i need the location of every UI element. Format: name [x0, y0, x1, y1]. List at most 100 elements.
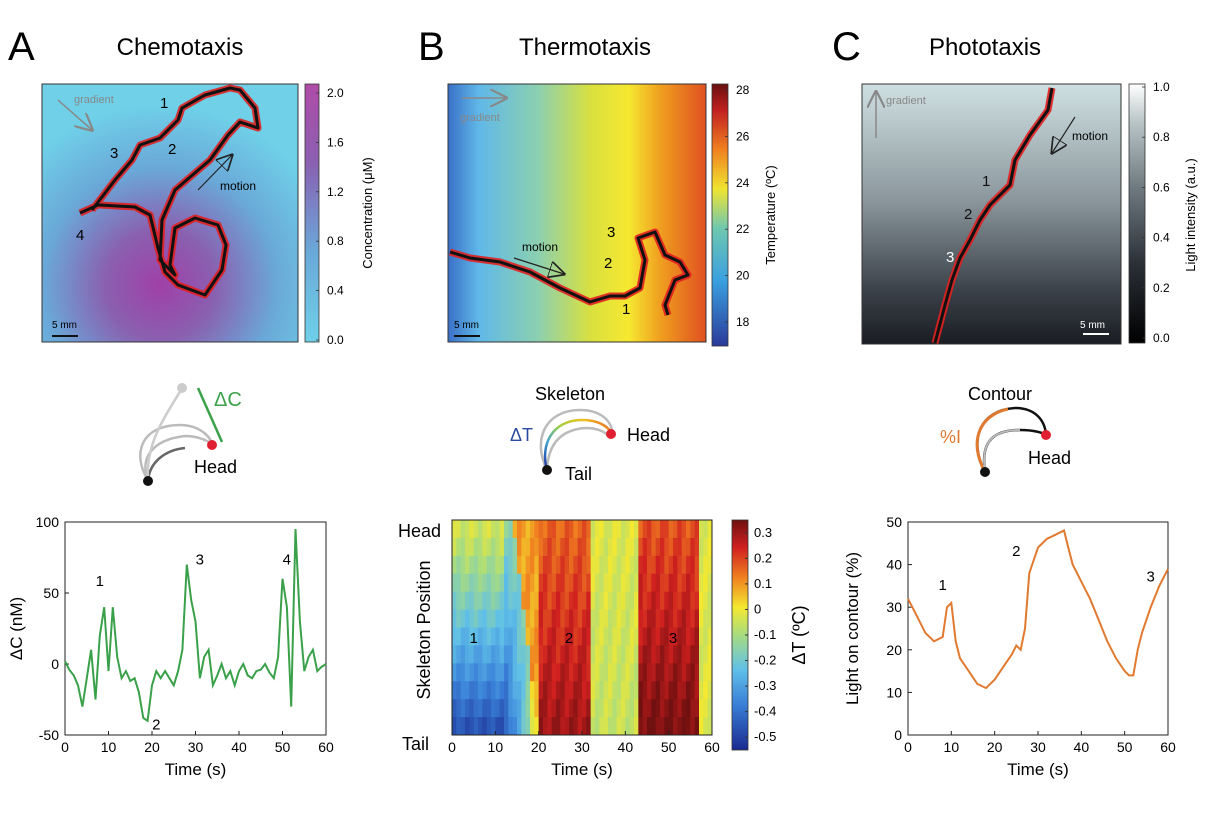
heatmap-cell: [647, 663, 652, 682]
heatmap-cell: [608, 591, 613, 610]
heatmap-cell: [660, 609, 665, 628]
heatmap-cell: [642, 537, 648, 557]
track-marker: 3: [110, 145, 118, 162]
head-label: Head: [194, 457, 237, 477]
heatmap-cell: [556, 717, 561, 736]
heatmap-cell: [595, 681, 600, 700]
heatmap-cell: [634, 573, 639, 593]
heatmap-cell: [534, 537, 540, 557]
heatmap-cell: [586, 555, 592, 575]
colorbar-tick-label: 26: [736, 129, 750, 143]
heatmap-cell: [508, 573, 514, 593]
heatmap-cell: [603, 627, 609, 646]
heatmap-cell: [577, 627, 583, 646]
heatmap-cell: [621, 627, 626, 646]
heatmap-cell: [508, 609, 514, 628]
heatmap-cell: [707, 645, 713, 664]
heatmap-cell: [512, 609, 518, 628]
heatmap-cell: [608, 609, 613, 628]
heatmap-cell: [673, 627, 678, 646]
heatmap-cell: [603, 573, 609, 593]
heatmap-cell: [690, 520, 696, 539]
peak-annotation: 2: [152, 716, 160, 733]
heatmap-cell: [707, 520, 713, 539]
heatmap-cell: [595, 699, 600, 718]
heatmap-cell: [456, 591, 462, 610]
heatmap-cell: [564, 537, 570, 557]
worm-body-outline: [146, 446, 186, 481]
heatmap-cell: [473, 699, 479, 718]
heatmap-cell: [590, 591, 596, 610]
peak-annotation: 2: [1012, 543, 1020, 560]
heatmap-cell: [508, 555, 514, 575]
heatmap-cell: [660, 627, 665, 646]
heatmap-cell: [452, 591, 457, 610]
heatmap-cell: [452, 645, 457, 664]
heatmap-cell: [486, 681, 492, 700]
heatmap-cell: [677, 591, 683, 610]
heatmap-cell: [573, 645, 579, 664]
heatmap-cell: [590, 627, 596, 646]
heatmap-cell: [603, 699, 609, 718]
heatmap-cell: [608, 645, 613, 664]
heatmap-cell: [664, 537, 670, 557]
heatmap-cell: [655, 717, 661, 736]
heatmap-cell: [530, 555, 535, 575]
delta-line: [196, 387, 224, 443]
heatmap-cell: [543, 681, 548, 700]
heatmap-cell: [564, 520, 570, 539]
heatmap-cell: [642, 645, 648, 664]
heatmap-cell: [586, 681, 592, 700]
heatmap-cell: [547, 520, 553, 539]
heatmap-cell: [690, 555, 696, 575]
motion-arrow: [197, 155, 232, 191]
heatmap-cell: [517, 699, 522, 718]
track-marker: 3: [607, 224, 615, 241]
heatmap-cell: [642, 699, 648, 718]
heatmap-cell: [504, 609, 509, 628]
heatmap-cell: [482, 609, 488, 628]
heatmap-cell: [556, 663, 561, 682]
colorbar-tick-label: 0: [754, 601, 761, 616]
x-tick-label: 10: [944, 739, 960, 755]
y-bottom-label: Tail: [402, 734, 429, 754]
heatmap-cell: [603, 663, 609, 682]
heatmap-cell: [638, 699, 644, 718]
heatmap-cell: [590, 663, 596, 682]
heatmap-cell: [547, 681, 553, 700]
plot-frame: [907, 521, 1169, 736]
y-axis-label: Skeleton Position: [414, 560, 434, 699]
heatmap-cell: [560, 645, 566, 664]
heatmap-cell: [699, 537, 704, 557]
colorbar-tick-label: 1.6: [327, 135, 344, 149]
colorbar: [304, 83, 320, 343]
period-annotation: 1: [469, 630, 477, 647]
heatmap-cell: [556, 645, 561, 664]
heatmap-cell: [465, 555, 470, 575]
delta-label: ΔC: [214, 389, 242, 411]
heatmap-cell: [465, 537, 470, 557]
y-tick-label: 10: [886, 684, 902, 700]
heatmap-cell: [703, 573, 709, 593]
heatmap-cell: [551, 573, 557, 593]
heatmap-cell: [625, 520, 631, 539]
motion-arrow: [513, 257, 564, 274]
colorbar-tick-label: -0.1: [754, 627, 776, 642]
heatmap-cell: [707, 609, 713, 628]
heatmap-cell: [668, 520, 674, 539]
heatmap-cell: [456, 717, 462, 736]
heatmap-cell: [582, 555, 587, 575]
heatmap-cell: [495, 609, 501, 628]
heatmap-cell: [499, 520, 505, 539]
heatmap-cell: [538, 591, 544, 610]
colorbar-tick-label: -0.5: [754, 729, 776, 744]
x-tick-label: 30: [188, 739, 204, 755]
heatmap-cell: [642, 717, 648, 736]
heatmap-cell: [651, 627, 657, 646]
heatmap-cell: [530, 681, 535, 700]
heatmap-cell: [621, 537, 626, 557]
heatmap-cell: [655, 573, 661, 593]
heatmap-cell: [599, 591, 605, 610]
heatmap-cell: [534, 699, 540, 718]
heatmap-cell: [491, 681, 496, 700]
